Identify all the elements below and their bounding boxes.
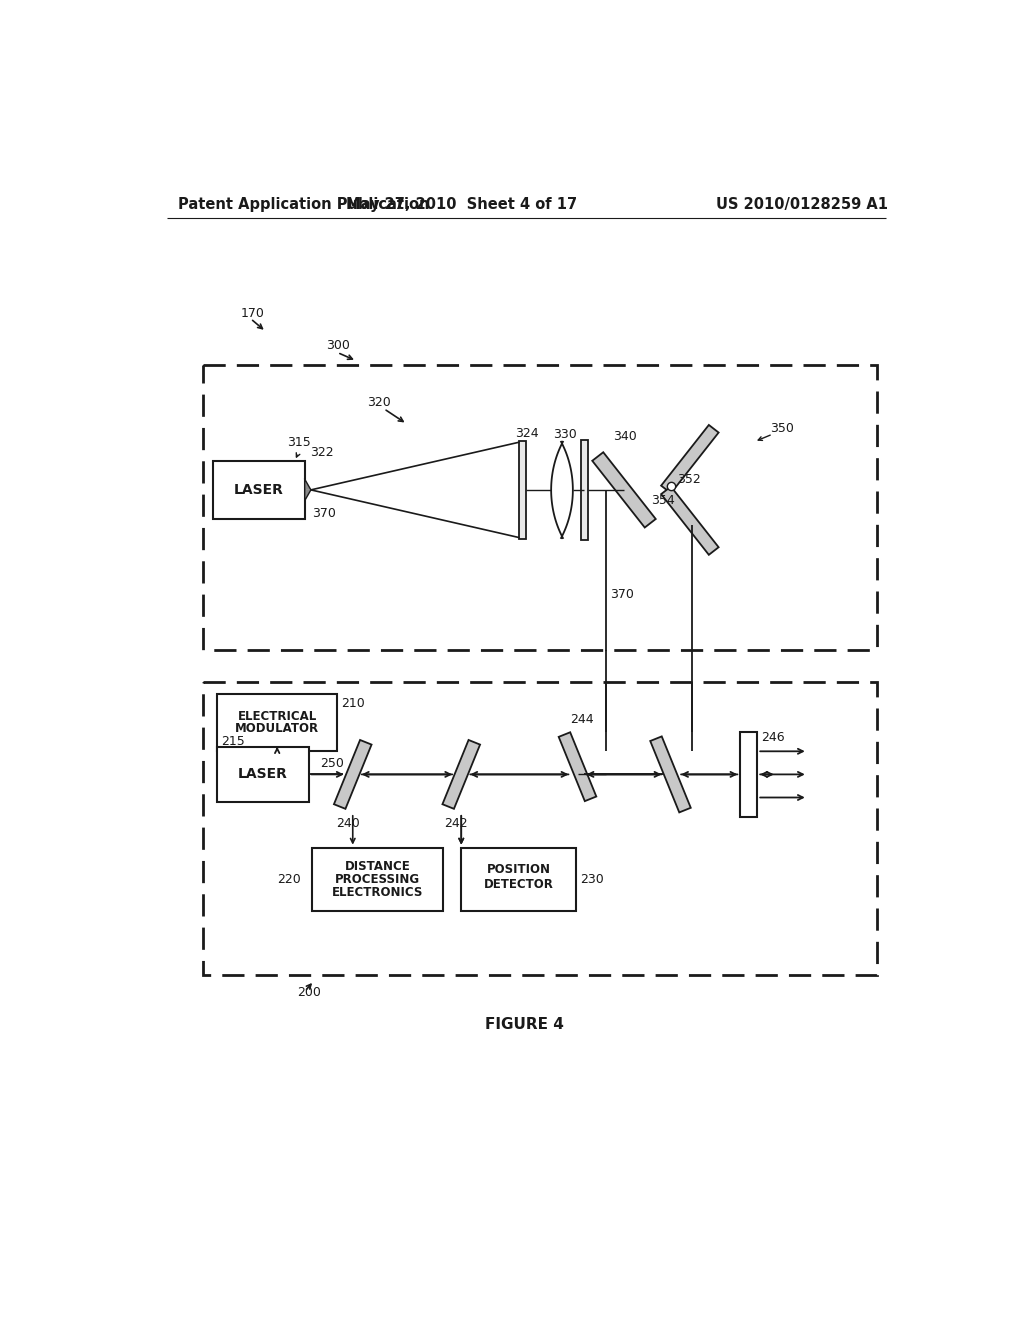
Text: 354: 354: [651, 494, 675, 507]
Text: 352: 352: [677, 473, 700, 486]
Bar: [213, 461, 305, 519]
Text: FIGURE 4: FIGURE 4: [485, 1016, 564, 1032]
Text: 240: 240: [336, 817, 359, 830]
Bar: [519, 441, 525, 539]
Polygon shape: [662, 425, 719, 494]
Text: 322: 322: [310, 446, 334, 459]
Bar: [740, 733, 758, 817]
Text: 230: 230: [580, 873, 603, 886]
Text: 244: 244: [569, 713, 593, 726]
Text: LASER: LASER: [234, 483, 284, 496]
Text: 246: 246: [761, 730, 784, 743]
Polygon shape: [305, 490, 311, 500]
Text: 330: 330: [553, 428, 577, 441]
Polygon shape: [559, 733, 596, 801]
Text: 324: 324: [515, 426, 539, 440]
Bar: [217, 747, 308, 803]
Bar: [217, 693, 337, 751]
Text: 215: 215: [221, 735, 245, 748]
Text: PROCESSING: PROCESSING: [335, 873, 420, 886]
Text: DETECTOR: DETECTOR: [483, 878, 554, 891]
Text: Patent Application Publication: Patent Application Publication: [178, 197, 430, 213]
Text: 320: 320: [367, 396, 390, 409]
Polygon shape: [592, 453, 655, 528]
Text: 170: 170: [241, 308, 264, 319]
Text: 220: 220: [278, 873, 301, 886]
Bar: [582, 440, 588, 540]
Polygon shape: [442, 741, 480, 809]
Text: ELECTRONICS: ELECTRONICS: [332, 886, 423, 899]
Polygon shape: [305, 479, 311, 490]
Text: 242: 242: [444, 817, 468, 830]
Polygon shape: [662, 487, 719, 554]
Bar: [312, 847, 442, 911]
Text: 340: 340: [613, 430, 637, 442]
Text: 315: 315: [287, 437, 310, 449]
Bar: [203, 364, 878, 649]
Bar: [461, 847, 575, 911]
Text: May 27, 2010  Sheet 4 of 17: May 27, 2010 Sheet 4 of 17: [346, 197, 577, 213]
Polygon shape: [650, 737, 691, 812]
Text: LASER: LASER: [238, 767, 288, 781]
Text: DISTANCE: DISTANCE: [345, 859, 411, 873]
Text: 300: 300: [326, 339, 349, 352]
Text: ELECTRICAL: ELECTRICAL: [238, 710, 316, 723]
Text: 210: 210: [341, 697, 365, 710]
Text: US 2010/0128259 A1: US 2010/0128259 A1: [716, 197, 888, 213]
Text: MODULATOR: MODULATOR: [236, 722, 319, 735]
Text: 250: 250: [321, 758, 344, 771]
Text: 370: 370: [610, 589, 634, 601]
Polygon shape: [334, 741, 372, 809]
Text: POSITION: POSITION: [486, 863, 551, 876]
Text: 350: 350: [770, 422, 794, 434]
Text: 200: 200: [297, 986, 321, 999]
Bar: [203, 682, 878, 974]
Text: 370: 370: [312, 507, 336, 520]
